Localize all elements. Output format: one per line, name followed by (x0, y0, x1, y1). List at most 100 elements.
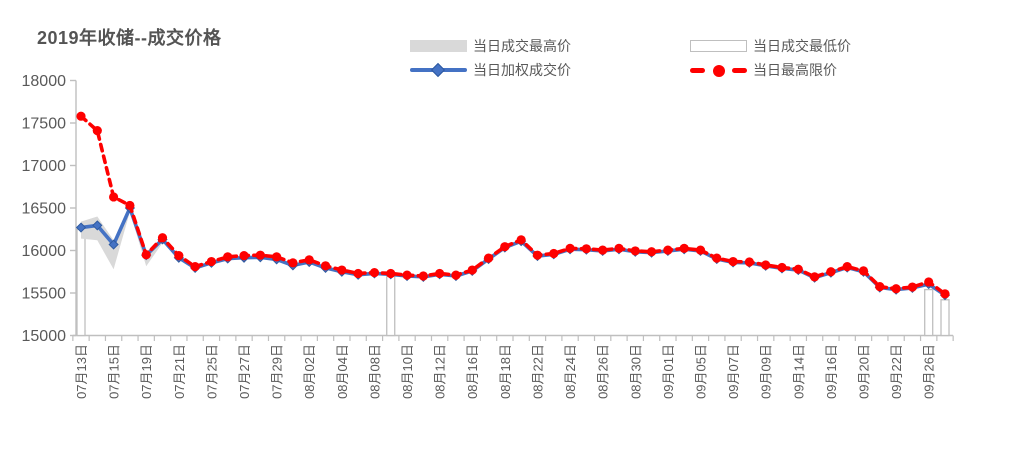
legend-item-daily-high: 当日成交最高价 (410, 38, 571, 55)
limit-price-marker (353, 268, 363, 279)
legend: 当日成交最高价 当日成交最低价 当日加权成交价 当日最高限价 (0, 0, 1014, 90)
x-axis-label: 07月21日 (172, 344, 187, 399)
limit-price-marker (435, 268, 445, 279)
legend-label-weighted-price: 当日加权成交价 (473, 64, 571, 79)
x-axis-label: 07月25日 (204, 344, 219, 399)
x-axis-label: 08月02日 (302, 344, 317, 399)
limit-price-marker (728, 256, 738, 267)
limit-price-marker (744, 257, 754, 267)
axes: 18000 17500 17000 16500 16000 15500 15000 07月13… (22, 73, 954, 399)
limit-price-marker (451, 270, 461, 280)
x-axis-label: 08月18日 (498, 344, 513, 399)
limit-price-marker (125, 200, 135, 211)
blue-line-swatch-icon (410, 62, 467, 78)
limit-price-marker (598, 245, 608, 255)
limit-price-marker (109, 192, 119, 202)
weighted-price-marker (108, 239, 119, 250)
legend-label-daily-high: 当日成交最高价 (473, 40, 571, 55)
limit-price-marker (157, 233, 168, 243)
x-axis-label: 08月24日 (563, 344, 578, 399)
limit-price-marker (92, 126, 102, 136)
lowest-price-bar (76, 228, 86, 337)
x-axis-label: 07月29日 (270, 344, 285, 399)
x-axis-label: 08月10日 (400, 344, 415, 399)
y-axis-label: 15000 (22, 328, 67, 345)
limit-price-marker (76, 111, 86, 121)
x-axis-label: 07月27日 (237, 344, 252, 399)
limit-price-marker (679, 243, 689, 253)
limit-price-marker (614, 243, 624, 253)
limit-price-marker (239, 251, 249, 261)
limit-price-marker (337, 265, 347, 275)
lowest-price-bar (924, 288, 934, 337)
legend-item-limit-price: 当日最高限价 (690, 62, 837, 79)
x-axis-label: 09月16日 (824, 344, 839, 399)
y-axis-label: 16000 (22, 243, 67, 260)
y-axis-label: 15500 (22, 286, 67, 303)
y-axis-label: 16500 (22, 201, 67, 218)
weighted-price-series (75, 202, 951, 301)
limit-price-marker (500, 242, 510, 252)
limit-price-marker (369, 268, 380, 278)
x-axis-label: 09月09日 (759, 344, 774, 399)
limit-price-marker (402, 270, 412, 280)
lowest-price-bars (76, 228, 950, 337)
x-axis-label: 08月12日 (433, 344, 448, 399)
limit-price-marker (418, 271, 428, 281)
x-axis-label: 09月14日 (791, 344, 806, 399)
lowest-price-bar (386, 275, 396, 337)
limit-price-marker (826, 267, 836, 277)
x-axis-label: 09月22日 (889, 344, 904, 399)
limit-price-marker (516, 235, 526, 245)
limit-price-marker (483, 253, 494, 263)
limit-price-marker (891, 284, 901, 294)
limit-price-marker (206, 256, 217, 267)
x-axis-label: 07月13日 (74, 344, 89, 399)
limit-price-marker (174, 251, 184, 261)
limit-price-marker (761, 260, 771, 270)
legend-label-limit-price: 当日最高限价 (753, 64, 837, 79)
limit-price-marker (255, 250, 265, 260)
chart-title: 2019年收储--成交价格 (37, 28, 222, 48)
y-axis-label: 18000 (22, 73, 67, 90)
y-axis-label: 17000 (22, 158, 67, 175)
limit-price-marker (272, 252, 282, 262)
x-axis-label: 08月22日 (530, 344, 545, 399)
x-axis-label: 09月07日 (726, 344, 741, 399)
limit-price-marker (793, 264, 803, 274)
limit-price-marker (320, 261, 331, 271)
white-bar-swatch-icon (690, 40, 747, 52)
legend-item-weighted-price: 当日加权成交价 (410, 62, 571, 79)
x-axis-label: 07月15日 (107, 344, 122, 399)
limit-price-marker (777, 262, 787, 273)
limit-price-marker (223, 252, 233, 262)
limit-price-marker (875, 282, 885, 292)
limit-price-marker (532, 250, 543, 260)
weighted-price-marker (75, 222, 87, 233)
lowest-price-bar (940, 299, 950, 337)
limit-price-marker (467, 265, 477, 275)
limit-price-marker (907, 282, 918, 292)
x-axis-label: 08月16日 (465, 344, 480, 399)
limit-price-marker (386, 268, 396, 279)
legend-item-daily-low: 当日成交最低价 (690, 38, 851, 55)
x-axis-label: 08月26日 (596, 344, 611, 399)
x-axis-label: 07月19日 (139, 344, 154, 399)
x-axis-label: 09月26日 (922, 344, 937, 399)
limit-price-marker (190, 262, 200, 272)
y-axis-label: 17500 (22, 116, 67, 133)
limit-price-marker (581, 244, 591, 254)
limit-price-marker (712, 253, 722, 263)
legend-label-daily-low: 当日成交最低价 (753, 40, 851, 55)
x-axis-label: 08月30日 (628, 344, 643, 399)
x-axis-label: 09月05日 (693, 344, 708, 399)
x-axis-label: 08月08日 (367, 344, 382, 399)
limit-price-marker (630, 246, 640, 256)
limit-price-marker (842, 262, 852, 272)
limit-price-marker (695, 245, 706, 255)
limit-price-series (76, 111, 950, 299)
limit-price-marker (940, 289, 950, 299)
gray-band-swatch-icon (410, 40, 467, 52)
